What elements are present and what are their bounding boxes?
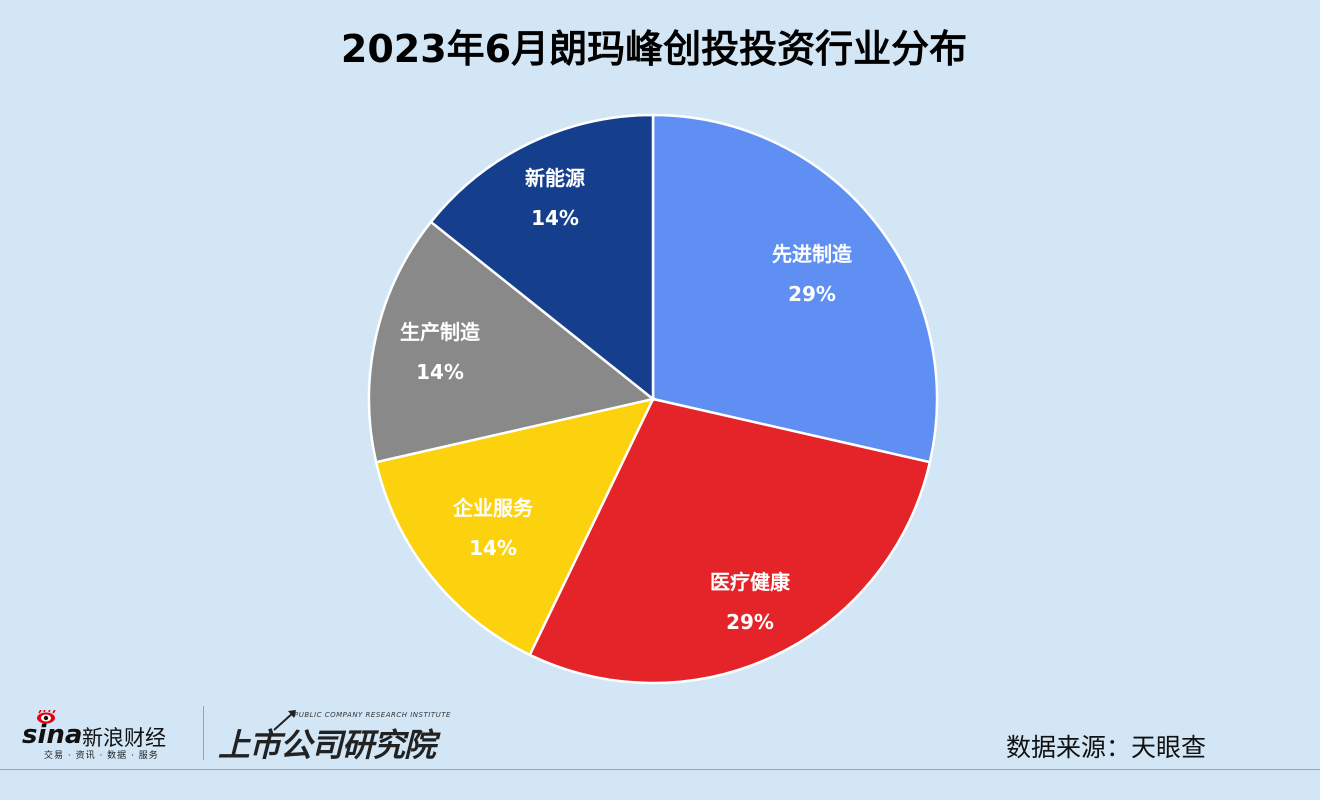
slice-label: 新能源 14% [525, 158, 585, 238]
slice-percent: 14% [531, 206, 579, 230]
slice-category: 医疗健康 [710, 570, 790, 594]
institute-name: 上市公司研究院 [218, 726, 436, 764]
sina-finance-logo: sina 新浪财经 交易 · 资讯 · 数据 · 服务 [22, 708, 192, 761]
arrow-icon [273, 710, 296, 731]
slice-label: 医疗健康 29% [710, 562, 790, 642]
slice-percent: 14% [416, 360, 464, 384]
research-institute-logo: PUBLIC COMPANY RESEARCH INSTITUTE 上市公司研究… [216, 708, 456, 764]
institute-english-name: PUBLIC COMPANY RESEARCH INSTITUTE [294, 711, 451, 719]
slice-percent: 29% [788, 282, 836, 306]
slice-category: 先进制造 [772, 242, 852, 266]
slice-category: 生产制造 [400, 320, 480, 344]
slice-category: 新能源 [525, 166, 585, 190]
slice-category: 企业服务 [453, 496, 533, 520]
slice-percent: 29% [726, 610, 774, 634]
slice-percent: 14% [469, 536, 517, 560]
chart-title: 2023年6月朗玛峰创投投资行业分布 [340, 27, 968, 71]
pie-slice [367, 220, 656, 464]
pie-slice [528, 397, 932, 685]
sina-tagline: 交易 · 资讯 · 数据 · 服务 [44, 751, 159, 761]
slice-label: 生产制造 14% [400, 312, 480, 392]
pie-slice [429, 113, 655, 402]
sina-finance-name: 新浪财经 [82, 726, 166, 750]
logo-divider [203, 706, 204, 760]
slice-label: 企业服务 14% [453, 488, 533, 568]
slice-label: 先进制造 29% [772, 234, 852, 314]
sina-eye-icon [37, 710, 56, 724]
footer-divider [0, 769, 1320, 770]
pie-slice [374, 397, 656, 657]
sina-wordmark: sina [22, 720, 83, 750]
data-source: 数据来源：天眼查 [1006, 733, 1207, 762]
pie-slice [651, 113, 939, 464]
